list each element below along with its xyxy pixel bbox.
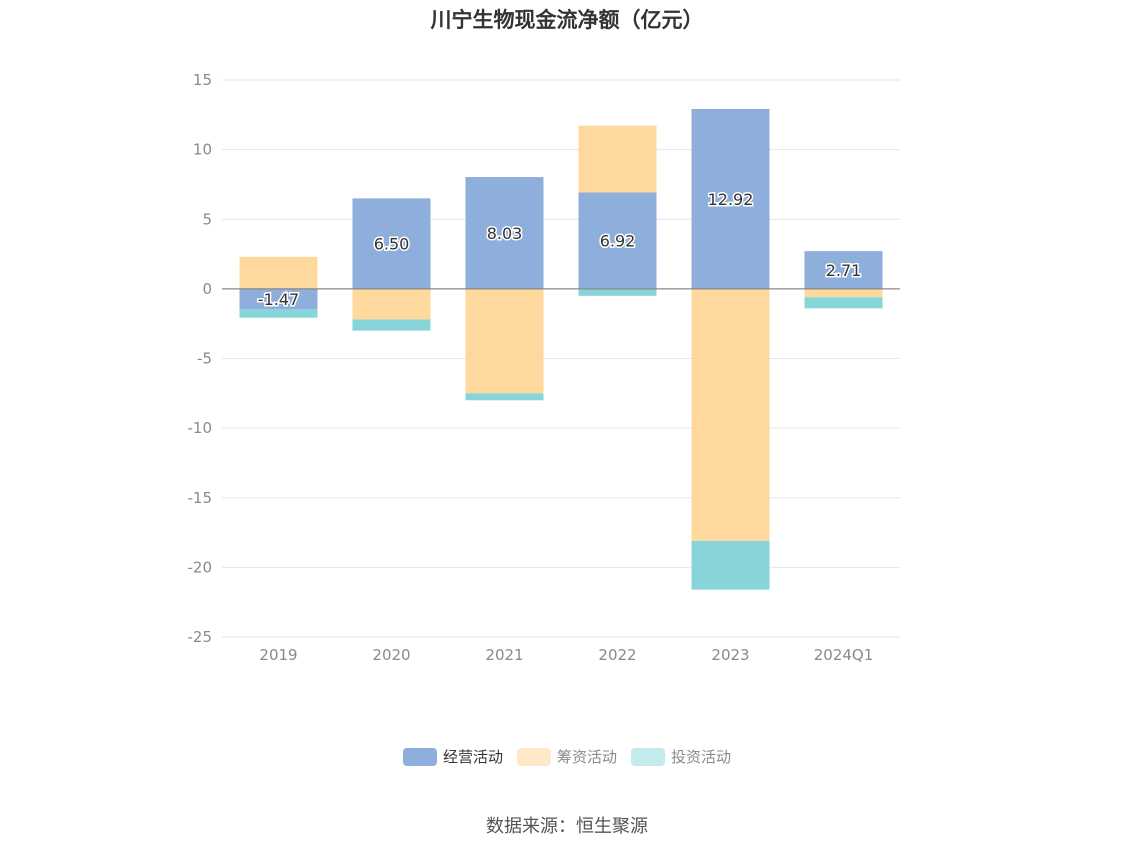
y-tick-label: -15 <box>188 489 213 507</box>
y-tick-label: -5 <box>197 350 212 368</box>
x-tick-label: 2023 <box>711 646 749 664</box>
chart-title: 川宁生物现金流净额（亿元） <box>430 8 704 32</box>
y-tick-label: 5 <box>202 210 212 228</box>
y-tick-label: -20 <box>188 558 213 576</box>
bar-operating <box>239 288 318 310</box>
legend-item-investing[interactable]: 投资活动 <box>631 746 731 767</box>
legend-item-operating[interactable]: 经营活动 <box>402 746 503 767</box>
x-tick-label: 2019 <box>259 646 297 664</box>
y-tick-label: 0 <box>202 280 212 298</box>
data-label-operating: 12.92 <box>708 190 754 209</box>
legend-label-financing: 筹资活动 <box>556 748 617 766</box>
x-tick-label: 2022 <box>598 646 636 664</box>
bar-financing <box>578 125 657 193</box>
y-tick-label: 15 <box>193 71 212 89</box>
legend-item-financing[interactable]: 筹资活动 <box>516 746 617 767</box>
data-label-operating: 8.03 <box>487 224 523 243</box>
x-tick-label: 2024Q1 <box>814 646 874 664</box>
labels-layer: -1.47 6.50 8.03 6.92 12.92 2.71 <box>256 188 863 310</box>
data-label-operating: 6.50 <box>374 235 410 254</box>
y-tick-label: -25 <box>188 628 213 646</box>
legend-swatch-financing <box>516 747 551 766</box>
grid-layer: 15 10 5 0 -5 -10 -15 -20 -25 2019 2020 2021 2022 2023… <box>188 71 900 664</box>
bar-operating <box>352 198 431 289</box>
bar-operating <box>691 108 770 289</box>
bar-financing <box>239 256 318 289</box>
data-label-operating: 6.92 <box>600 232 636 251</box>
x-tick-label: 2021 <box>485 646 523 664</box>
bars-layer <box>222 108 900 590</box>
legend-swatch-investing <box>631 747 665 766</box>
bar-financing <box>691 288 770 541</box>
bar-investing <box>465 393 544 401</box>
bar-investing <box>691 540 770 590</box>
bar-operating <box>578 192 657 289</box>
data-label-operating: 2.71 <box>826 261 862 280</box>
data-source: 数据来源：恒生聚源 <box>486 816 648 837</box>
bar-investing <box>239 309 318 318</box>
bar-financing <box>352 288 431 320</box>
legend-swatch-operating <box>402 747 437 766</box>
bar-financing <box>465 288 544 394</box>
bar-financing <box>804 288 883 298</box>
bar-investing <box>352 319 431 331</box>
bar-operating <box>465 177 544 289</box>
data-label-operating: -1.47 <box>258 290 299 309</box>
legend-label-investing: 投资活动 <box>671 748 732 766</box>
bar-investing <box>804 297 883 309</box>
legend: 经营活动 筹资活动 投资活动 <box>0 746 1134 767</box>
bar-operating <box>804 251 883 289</box>
x-tick-label: 2020 <box>372 646 410 664</box>
y-tick-label: -10 <box>188 419 213 437</box>
bar-investing <box>578 288 657 296</box>
y-tick-label: 10 <box>193 141 212 159</box>
legend-label-operating: 经营活动 <box>442 748 503 766</box>
